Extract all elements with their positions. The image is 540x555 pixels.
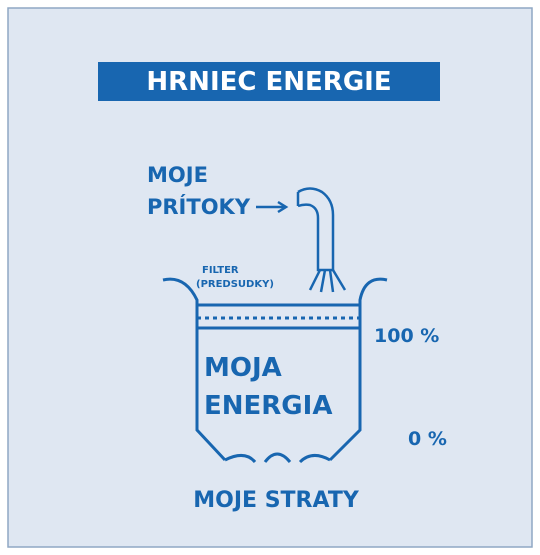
pot-label: MOJA bbox=[204, 353, 282, 383]
diagram: HRNIEC ENERGIE MOJE PRÍTOKY FILTER (PRED… bbox=[0, 0, 540, 555]
outflow-label: MOJE STRATY bbox=[193, 488, 360, 513]
inflow-label: MOJE bbox=[147, 163, 208, 187]
level-label: 100 % bbox=[374, 325, 439, 347]
page: HRNIEC ENERGIE MOJE PRÍTOKY FILTER (PRED… bbox=[0, 0, 540, 555]
inflow-label: PRÍTOKY bbox=[147, 194, 251, 219]
filter-label: (PREDSUDKY) bbox=[196, 279, 274, 290]
title: HRNIEC ENERGIE bbox=[146, 67, 391, 97]
pot-label: ENERGIA bbox=[204, 391, 332, 421]
level-label: 0 % bbox=[408, 428, 447, 450]
filter-label: FILTER bbox=[202, 265, 239, 276]
